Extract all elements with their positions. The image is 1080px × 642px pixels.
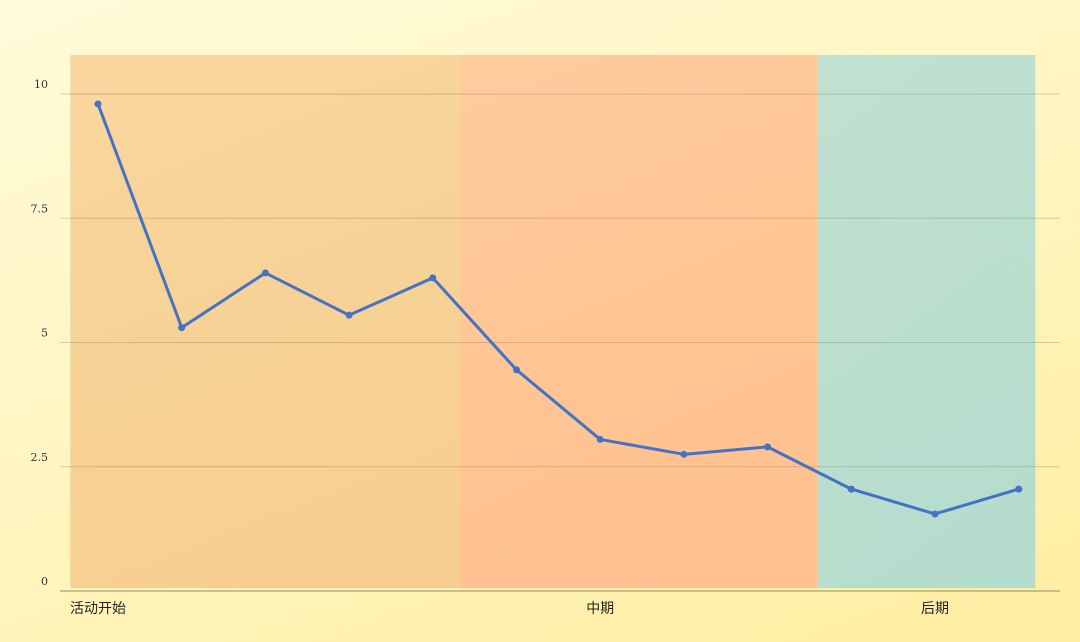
data-point <box>847 485 855 493</box>
y-tick-label: 10 <box>34 78 48 91</box>
y-tick-label: 0 <box>41 575 48 588</box>
phase-band-3 <box>817 55 1036 588</box>
data-point <box>1015 485 1023 493</box>
data-point <box>429 274 437 282</box>
data-point <box>596 435 604 443</box>
data-point <box>345 311 353 319</box>
data-point <box>178 324 186 332</box>
data-point <box>764 443 772 451</box>
data-point <box>513 366 520 374</box>
phase-band-2 <box>460 55 818 588</box>
x-category-label: 中期 <box>586 601 614 617</box>
data-point <box>680 450 688 458</box>
y-tick-label: 7.5 <box>31 202 49 215</box>
x-category-label: 活动开始 <box>70 601 126 617</box>
y-tick-label: 5 <box>41 327 48 340</box>
data-point <box>261 269 269 277</box>
series-line-1 <box>96 102 1021 516</box>
x-category-label: 后期 <box>921 601 949 617</box>
phase-band-1 <box>70 55 461 588</box>
data-point <box>931 510 939 518</box>
y-tick-label: 2.5 <box>31 451 49 464</box>
data-point <box>94 100 102 108</box>
